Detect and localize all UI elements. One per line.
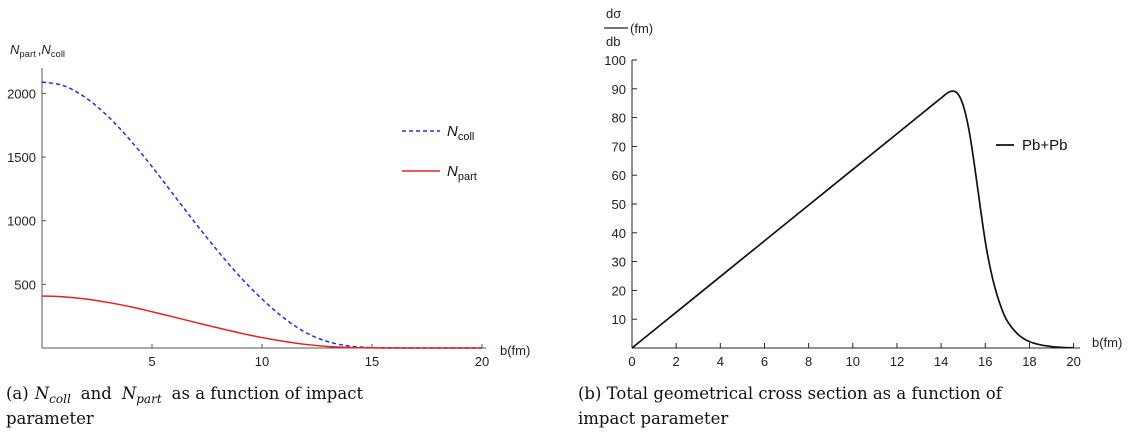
series-line-pb-pb bbox=[631, 90, 1074, 349]
x-ticks-b: 0 2 4 6 8 10 12 14 16 18 20 bbox=[628, 343, 1081, 369]
chart-ncoll-npart: 5 10 15 20 500 1000 1500 2000 Npart ,Ncoll b(fm… bbox=[6, 42, 530, 428]
x-tick-label: 0 bbox=[628, 354, 635, 369]
x-tick-label: 10 bbox=[255, 354, 269, 369]
y-tick-label: 500 bbox=[14, 277, 36, 292]
legend-b: Pb+Pb bbox=[996, 137, 1067, 154]
chart-cross-section: 0 2 4 6 8 10 12 14 16 18 20 102030405060708090100 … bbox=[578, 6, 1122, 428]
x-tick-label: 5 bbox=[148, 354, 155, 369]
y-tick-label: 80 bbox=[612, 111, 626, 126]
caption-a-line1: (a) Ncoll and Npart as a function of impact bbox=[6, 384, 363, 406]
legend-label-pbpb: Pb+Pb bbox=[1022, 137, 1067, 154]
x-axis-title-a: b(fm) bbox=[500, 343, 530, 358]
caption-b-line1: (b) Total geometrical cross section as a… bbox=[578, 384, 1004, 403]
caption-b: (b) Total geometrical cross section as a… bbox=[578, 384, 1004, 428]
y-tick-label: 70 bbox=[612, 139, 626, 154]
series-line-ncoll bbox=[41, 81, 482, 349]
y-axis-title-b: dσ db (fm) bbox=[604, 6, 653, 49]
x-tick-label: 2 bbox=[673, 354, 680, 369]
y-axis-title-b-unit: (fm) bbox=[630, 21, 653, 36]
caption-a-line2: parameter bbox=[6, 409, 94, 428]
x-axis-title-b: b(fm) bbox=[1092, 335, 1122, 350]
legend-label-npart: Npart bbox=[447, 163, 477, 183]
y-tick-label: 90 bbox=[612, 82, 626, 97]
x-tick-label: 10 bbox=[846, 354, 860, 369]
y-tick-label: 1500 bbox=[7, 150, 36, 165]
y-ticks-a: 500 1000 1500 2000 bbox=[7, 86, 46, 292]
y-axis-title-a: Npart ,Ncoll bbox=[10, 42, 65, 60]
y-tick-label: 1000 bbox=[7, 214, 36, 229]
x-tick-label: 18 bbox=[1022, 354, 1036, 369]
y-tick-label: 40 bbox=[612, 226, 626, 241]
y-ticks-b: 10 20 30 40 50 60 70 80 90 100 bbox=[604, 53, 637, 327]
series-line-npart bbox=[41, 295, 482, 349]
series-a bbox=[41, 81, 482, 349]
x-tick-label: 20 bbox=[1066, 354, 1080, 369]
caption-b-line2: impact parameter bbox=[578, 409, 728, 428]
x-tick-label: 16 bbox=[978, 354, 992, 369]
x-tick-label: 6 bbox=[761, 354, 768, 369]
x-tick-label: 12 bbox=[890, 354, 904, 369]
y-axis-title-b-num: dσ bbox=[606, 6, 621, 21]
y-tick-label: 50 bbox=[612, 197, 626, 212]
series-b bbox=[631, 90, 1074, 349]
y-axis-title-b-den: db bbox=[606, 34, 620, 49]
y-tick-label: 2000 bbox=[7, 86, 36, 101]
legend-a: Ncoll Npart bbox=[402, 123, 477, 183]
x-tick-label: 14 bbox=[934, 354, 948, 369]
y-tick-label: 30 bbox=[612, 255, 626, 270]
x-tick-label: 20 bbox=[475, 354, 489, 369]
legend-label-ncoll: Ncoll bbox=[447, 123, 474, 143]
x-ticks-a: 5 10 15 20 bbox=[148, 344, 489, 369]
y-tick-label: 60 bbox=[612, 168, 626, 183]
x-tick-label: 8 bbox=[805, 354, 812, 369]
x-tick-label: 15 bbox=[365, 354, 379, 369]
y-tick-label: 100 bbox=[604, 53, 626, 68]
x-tick-label: 4 bbox=[717, 354, 724, 369]
y-tick-label: 20 bbox=[612, 283, 626, 298]
y-tick-label: 10 bbox=[612, 312, 626, 327]
caption-a: (a) Ncoll and Npart as a function of impact … bbox=[6, 384, 363, 428]
